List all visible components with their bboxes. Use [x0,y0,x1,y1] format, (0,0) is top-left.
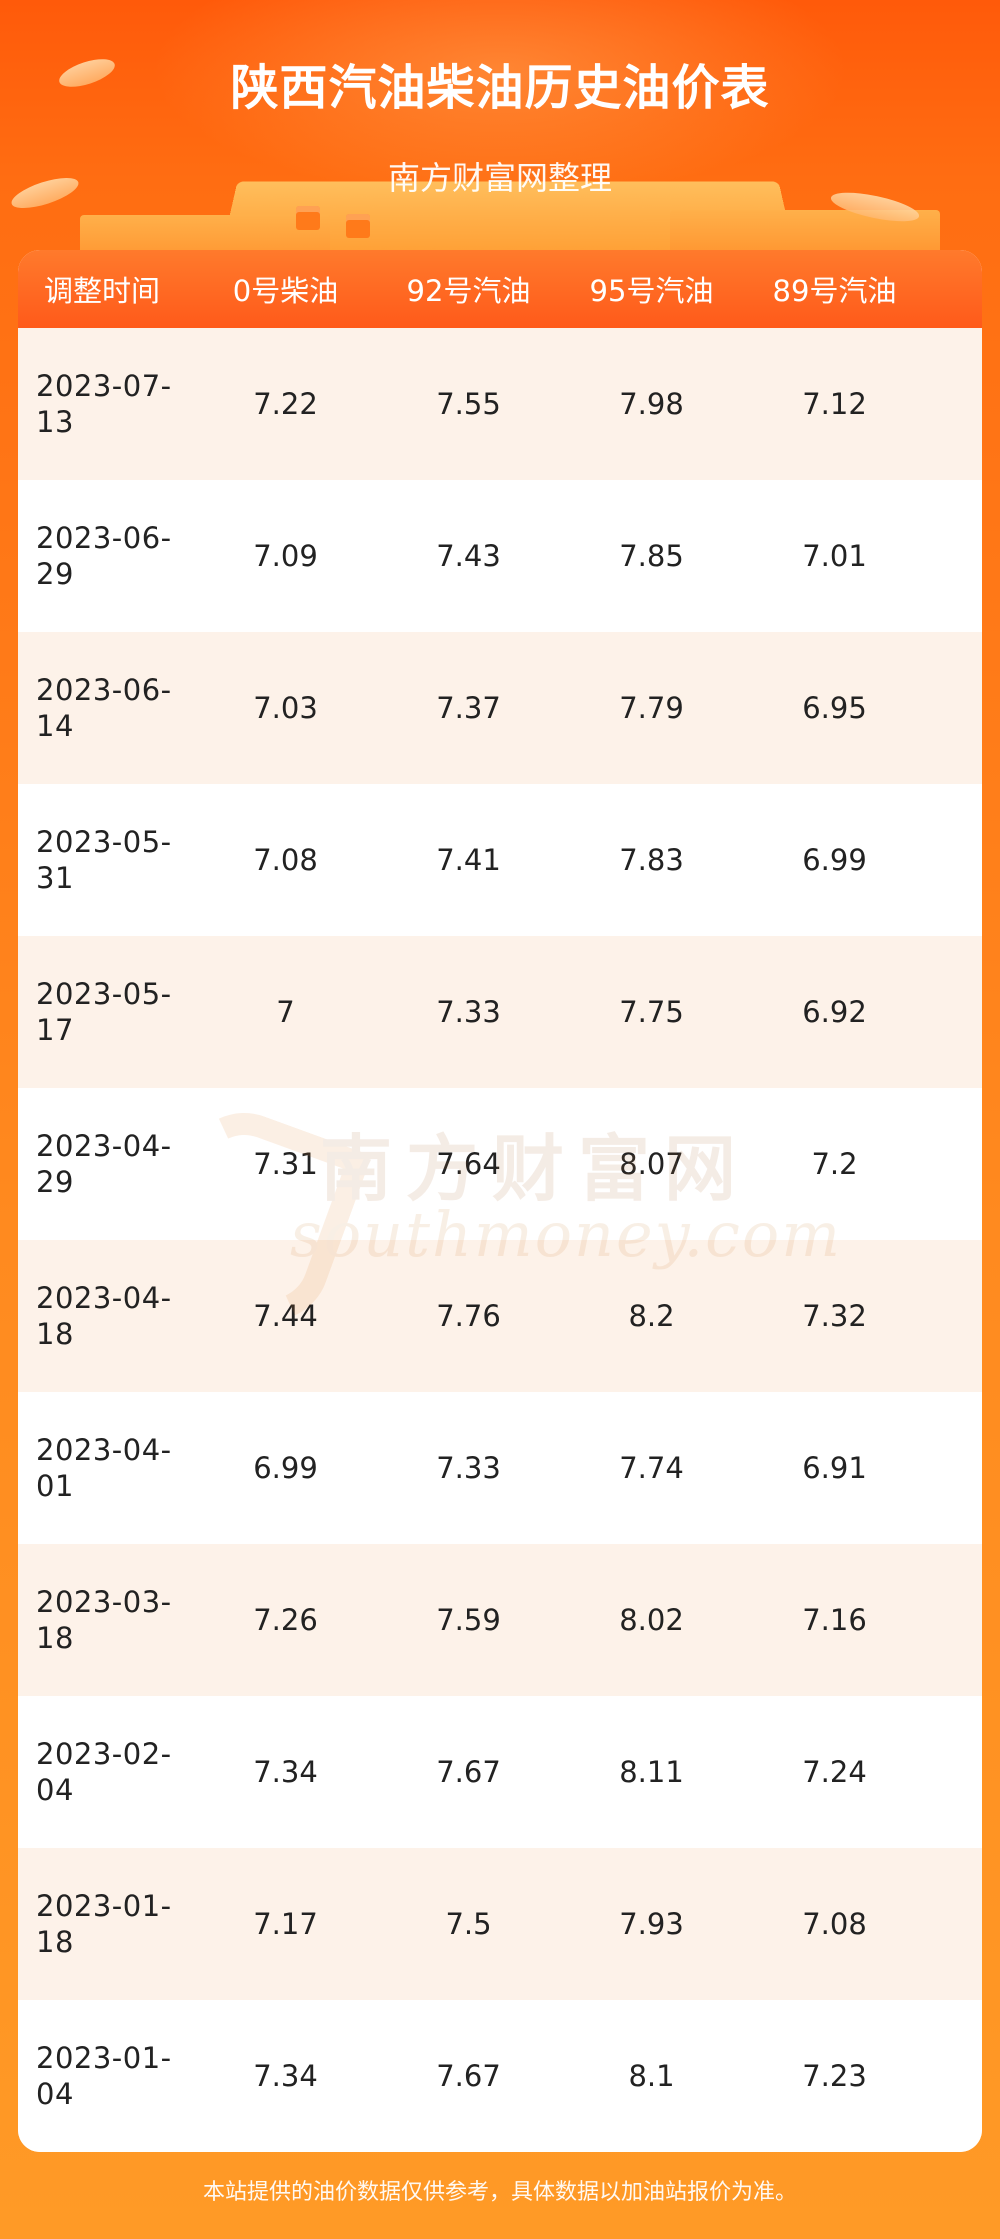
cell-gas95: 7.98 [619,387,684,421]
cell-date: 2023-04-29 [36,1129,172,1199]
cell-gas89: 7.23 [802,2059,867,2093]
table-row: 2023-07-13 7.22 7.55 7.98 7.12 [18,328,982,480]
column-header-date: 调整时间 [44,274,161,308]
cell-gas89: 7.2 [811,1147,858,1181]
cell-date: 2023-05-17 [36,977,172,1047]
cell-gas92: 7.33 [436,1451,501,1485]
cell-diesel0: 7.17 [253,1907,318,1941]
table-row: 2023-01-18 7.17 7.5 7.93 7.08 [18,1848,982,2000]
cell-gas89: 7.32 [802,1299,867,1333]
table-row: 2023-06-29 7.09 7.43 7.85 7.01 [18,480,982,632]
page-title: 陕西汽油柴油历史油价表 [230,60,770,116]
cell-date: 2023-01-04 [36,2041,172,2111]
cell-gas92: 7.37 [436,691,501,725]
cell-gas95: 7.79 [619,691,684,725]
cell-diesel0: 7 [276,995,295,1029]
column-header-gas95: 95号汽油 [589,274,714,308]
cell-date: 2023-01-18 [36,1889,172,1959]
cell-diesel0: 7.34 [253,2059,318,2093]
table-row: 2023-03-18 7.26 7.59 8.02 7.16 [18,1544,982,1696]
hero-banner [0,0,1000,260]
cell-date: 2023-06-29 [36,521,172,591]
cube-decoration [296,206,320,230]
cell-gas89: 7.12 [802,387,867,421]
cell-gas92: 7.64 [436,1147,501,1181]
hero-glow [150,0,850,200]
cell-diesel0: 6.99 [253,1451,318,1485]
cell-gas95: 7.93 [619,1907,684,1941]
cell-gas89: 6.92 [802,995,867,1029]
cell-diesel0: 7.22 [253,387,318,421]
cell-gas95: 8.2 [628,1299,675,1333]
table-row: 2023-01-04 7.34 7.67 8.1 7.23 [18,2000,982,2152]
cell-diesel0: 7.08 [253,843,318,877]
cell-date: 2023-02-04 [36,1737,172,1807]
cell-gas92: 7.5 [445,1907,492,1941]
cell-gas95: 7.74 [619,1451,684,1485]
table-row: 2023-04-01 6.99 7.33 7.74 6.91 [18,1392,982,1544]
cell-diesel0: 7.26 [253,1603,318,1637]
cell-gas92: 7.41 [436,843,501,877]
cell-gas95: 7.85 [619,539,684,573]
cell-gas92: 7.59 [436,1603,501,1637]
cell-gas95: 7.83 [619,843,684,877]
cell-gas89: 7.01 [802,539,867,573]
cell-gas95: 7.75 [619,995,684,1029]
cell-gas92: 7.67 [436,2059,501,2093]
column-header-gas89: 89号汽油 [772,274,897,308]
column-header-diesel0: 0号柴油 [232,274,339,308]
cell-gas95: 8.02 [619,1603,684,1637]
table-row: 2023-04-18 7.44 7.76 8.2 7.32 [18,1240,982,1392]
cell-date: 2023-04-18 [36,1281,172,1351]
table-row: 2023-04-29 7.31 7.64 8.07 7.2 [18,1088,982,1240]
cell-gas95: 8.07 [619,1147,684,1181]
table-header-row: 调整时间 0号柴油 92号汽油 95号汽油 89号汽油 [18,250,982,328]
cell-date: 2023-05-31 [36,825,172,895]
table-row: 2023-05-17 7 7.33 7.75 6.92 [18,936,982,1088]
price-table: 调整时间 0号柴油 92号汽油 95号汽油 89号汽油 2023-07-13 7… [18,250,982,2152]
cell-date: 2023-03-18 [36,1585,172,1655]
cell-date: 2023-07-13 [36,369,172,439]
cell-gas92: 7.43 [436,539,501,573]
cell-gas89: 7.24 [802,1755,867,1789]
cell-date: 2023-06-14 [36,673,172,743]
cell-diesel0: 7.03 [253,691,318,725]
cell-diesel0: 7.44 [253,1299,318,1333]
cell-gas89: 6.91 [802,1451,867,1485]
cell-gas92: 7.67 [436,1755,501,1789]
cell-gas95: 8.11 [619,1755,684,1789]
cell-gas89: 6.99 [802,843,867,877]
page-subtitle: 南方财富网整理 [387,159,612,197]
cell-diesel0: 7.09 [253,539,318,573]
cell-gas89: 6.95 [802,691,867,725]
cell-gas92: 7.76 [436,1299,501,1333]
cell-gas95: 8.1 [628,2059,675,2093]
column-header-gas92: 92号汽油 [406,274,531,308]
cube-decoration [346,214,370,238]
cell-gas92: 7.33 [436,995,501,1029]
cell-gas89: 7.08 [802,1907,867,1941]
table-row: 2023-06-14 7.03 7.37 7.79 6.95 [18,632,982,784]
cell-date: 2023-04-01 [36,1433,172,1503]
table-row: 2023-02-04 7.34 7.67 8.11 7.24 [18,1696,982,1848]
cell-gas92: 7.55 [436,387,501,421]
cell-diesel0: 7.31 [253,1147,318,1181]
cell-diesel0: 7.34 [253,1755,318,1789]
footer-disclaimer: 本站提供的油价数据仅供参考，具体数据以加油站报价为准。 [202,2180,797,2205]
table-row: 2023-05-31 7.08 7.41 7.83 6.99 [18,784,982,936]
cell-gas89: 7.16 [802,1603,867,1637]
